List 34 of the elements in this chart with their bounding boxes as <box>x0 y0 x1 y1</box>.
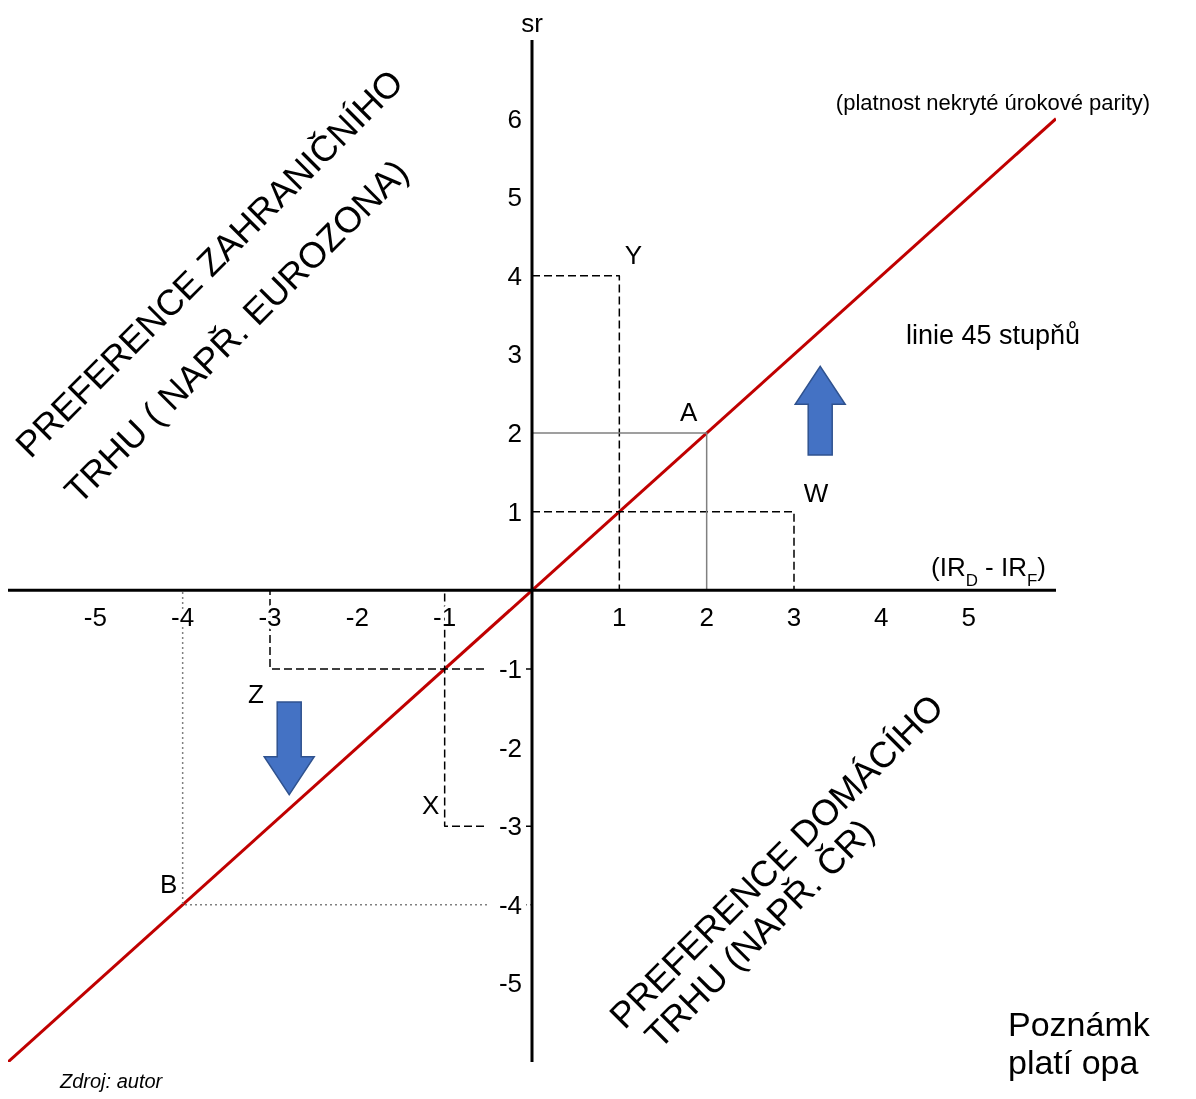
y-tick-label: -4 <box>498 889 522 920</box>
text: Zdroj: autor <box>59 1070 164 1092</box>
annotation: Z <box>248 678 265 709</box>
x-tick-label: 1 <box>612 602 627 633</box>
annotation: Y <box>624 239 643 270</box>
y-tick-label: -2 <box>498 732 522 763</box>
x-tick-label: -2 <box>345 602 369 633</box>
y-tick-label: 5 <box>507 182 522 213</box>
y-tick-label: -3 <box>498 811 522 842</box>
x-tick-label: 3 <box>786 602 802 633</box>
annotation: X <box>421 790 440 821</box>
x-tick-label: 2 <box>699 602 714 633</box>
y-tick-label: -1 <box>498 653 522 684</box>
y-axis-title: sr <box>521 8 544 38</box>
x-tick-label: 5 <box>961 602 976 633</box>
annotation: W <box>803 477 829 508</box>
x-tick-label: 4 <box>874 602 889 633</box>
x-axis-title: (IR$_{D}$ - IR$_{F}$) <box>931 552 1046 590</box>
annotation: platí opa <box>1008 1043 1139 1081</box>
annotation: linie 45 stupňů <box>905 320 1081 350</box>
x-tick-label: -5 <box>83 602 107 633</box>
x-tick-label: -1 <box>433 602 457 633</box>
y-tick-label: -5 <box>498 968 522 999</box>
annotation: (platnost nekryté úrokové parity) <box>835 90 1151 115</box>
y-tick-label: 3 <box>507 339 522 370</box>
y-tick-label: 2 <box>507 418 522 449</box>
y-tick-label: 6 <box>507 103 522 134</box>
y-tick-label: 1 <box>507 496 522 527</box>
annotation: Poznámk <box>1008 1005 1151 1043</box>
annotation: B <box>159 868 178 899</box>
y-tick-label: 4 <box>507 260 522 291</box>
annotation: A <box>679 397 698 428</box>
x-tick-label: -4 <box>171 602 195 633</box>
x-tick-label: -3 <box>258 602 282 633</box>
